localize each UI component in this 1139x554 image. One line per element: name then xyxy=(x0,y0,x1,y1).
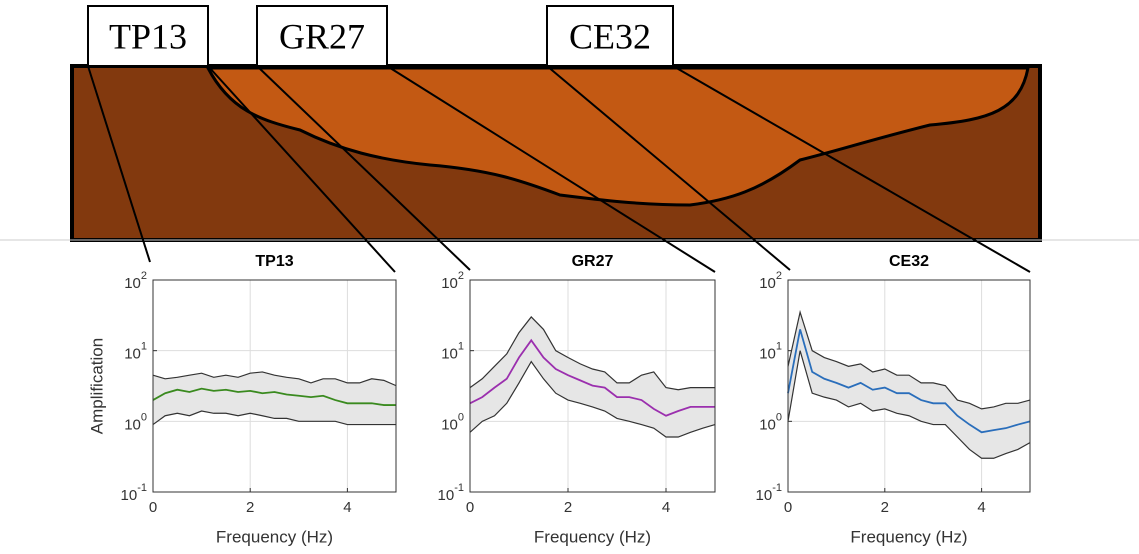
connector xyxy=(256,65,471,271)
tick-exponent: -1 xyxy=(772,482,782,494)
y-tick-label: 102 xyxy=(759,270,782,292)
tick-base: 10 xyxy=(438,487,455,504)
x-tick-label: 2 xyxy=(881,499,889,516)
station-box xyxy=(256,5,388,67)
y-tick-label: 101 xyxy=(441,341,464,363)
y-tick-label: 100 xyxy=(124,411,147,433)
series-line xyxy=(469,338,715,417)
tick-base: 10 xyxy=(759,275,776,292)
x-tick-label: 0 xyxy=(784,499,792,516)
tick-base: 10 xyxy=(124,346,141,363)
series-line xyxy=(469,360,716,438)
x-tick-label: 4 xyxy=(977,499,985,516)
series-line xyxy=(787,329,1031,434)
y-tick-label: 101 xyxy=(124,341,147,363)
x-axis-label: Frequency (Hz) xyxy=(216,527,333,546)
x-tick-label: 4 xyxy=(662,499,670,516)
connectors xyxy=(87,65,1031,273)
y-tick-label: 102 xyxy=(124,270,147,292)
y-tick-label: 100 xyxy=(441,411,464,433)
series-line xyxy=(787,309,1031,410)
chart-title: GR27 xyxy=(572,253,614,270)
tick-exponent: 2 xyxy=(458,270,464,282)
tick-exponent: -1 xyxy=(137,482,147,494)
station-label: TP13 xyxy=(109,16,187,56)
y-axis-label: Amplification xyxy=(87,338,106,434)
y-tick-label: 102 xyxy=(441,270,464,292)
series-line xyxy=(787,350,1031,459)
series-line xyxy=(152,371,397,387)
tick-base: 10 xyxy=(124,275,141,292)
connector xyxy=(207,65,396,273)
y-tick-label: 10-1 xyxy=(121,482,147,504)
series-line xyxy=(152,387,396,406)
station-box xyxy=(87,5,209,67)
tick-base: 10 xyxy=(124,416,141,433)
station-label: CE32 xyxy=(569,16,651,56)
x-tick-label: 0 xyxy=(149,499,157,516)
y-tick-label: 10-1 xyxy=(438,482,464,504)
tick-exponent: 0 xyxy=(141,411,147,423)
tick-exponent: -1 xyxy=(454,482,464,494)
series-line xyxy=(152,410,396,426)
station-box xyxy=(546,5,674,67)
plot-frame xyxy=(152,279,397,493)
band xyxy=(153,371,396,425)
tick-exponent: 1 xyxy=(141,341,147,353)
band xyxy=(788,312,1030,459)
x-tick-label: 4 xyxy=(343,499,351,516)
connector xyxy=(87,65,151,263)
basin xyxy=(205,66,1030,207)
tick-base: 10 xyxy=(759,346,776,363)
tick-exponent: 0 xyxy=(458,411,464,423)
x-axis-label: Frequency (Hz) xyxy=(850,527,967,546)
plot-frame xyxy=(469,279,716,493)
x-axis-label: Frequency (Hz) xyxy=(534,527,651,546)
y-tick-label: 101 xyxy=(759,341,782,363)
band xyxy=(470,316,715,438)
chart-title: TP13 xyxy=(255,253,293,270)
connector xyxy=(672,65,1031,273)
tick-exponent: 0 xyxy=(776,411,782,423)
tick-base: 10 xyxy=(121,487,138,504)
tick-exponent: 1 xyxy=(776,341,782,353)
tick-exponent: 2 xyxy=(141,270,147,282)
connector xyxy=(386,65,716,273)
tick-base: 10 xyxy=(441,346,458,363)
x-tick-label: 2 xyxy=(246,499,254,516)
x-tick-label: 2 xyxy=(564,499,572,516)
tick-base: 10 xyxy=(756,487,773,504)
x-tick-label: 0 xyxy=(466,499,474,516)
station-label: GR27 xyxy=(279,16,365,56)
tick-base: 10 xyxy=(441,275,458,292)
connector xyxy=(546,65,791,271)
tick-base: 10 xyxy=(759,416,776,433)
tick-exponent: 1 xyxy=(458,341,464,353)
tick-exponent: 2 xyxy=(776,270,782,282)
plot-frame xyxy=(787,279,1031,493)
y-tick-label: 10-1 xyxy=(756,482,782,504)
tick-base: 10 xyxy=(441,416,458,433)
chart-title: CE32 xyxy=(889,253,929,270)
series-line xyxy=(469,316,715,391)
y-tick-label: 100 xyxy=(759,411,782,433)
